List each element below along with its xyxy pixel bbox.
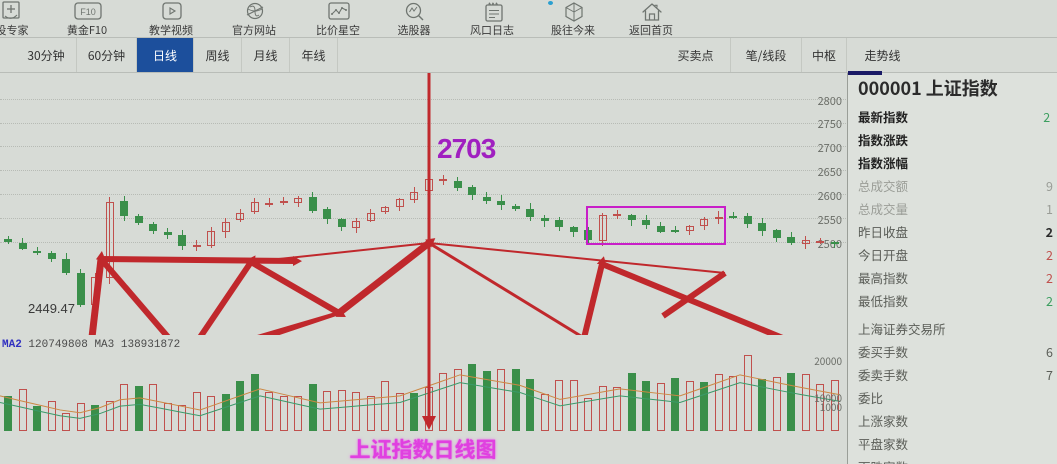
svg-text:F10: F10 — [80, 7, 96, 17]
